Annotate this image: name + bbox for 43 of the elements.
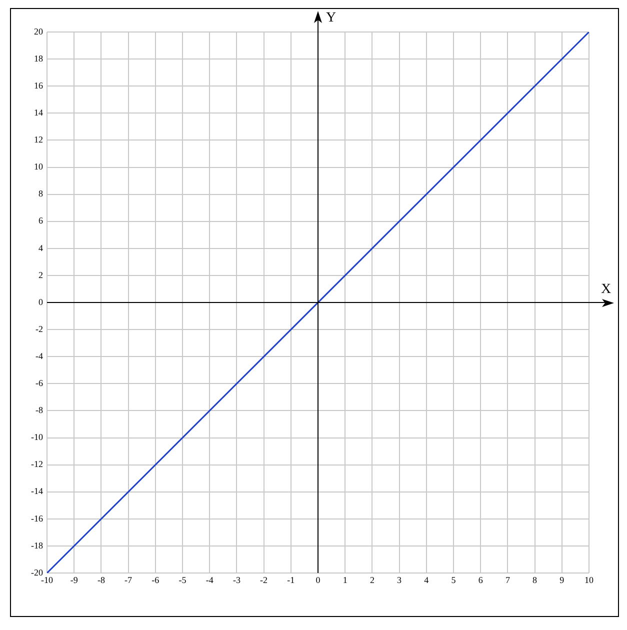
y-tick-label: -20 (31, 567, 44, 578)
x-tick-label: -2 (260, 574, 268, 585)
x-tick-label: 6 (478, 574, 484, 585)
y-tick-label: 20 (34, 26, 44, 36)
x-tick-label: -3 (232, 574, 241, 585)
y-tick-label: -10 (31, 432, 44, 442)
y-tick-label: -4 (36, 350, 44, 361)
y-tick-label: 16 (34, 80, 44, 90)
y-tick-label: 10 (34, 162, 44, 172)
x-tick-label: 0 (316, 574, 321, 585)
y-tick-label: 14 (34, 108, 44, 118)
x-tick-label: -9 (70, 574, 78, 585)
y-tick-label: -18 (31, 540, 44, 550)
x-tick-label: -8 (97, 574, 106, 585)
x-tick-label: 9 (560, 574, 565, 585)
y-tick-label: 12 (34, 134, 43, 145)
x-tick-label: 2 (370, 574, 374, 585)
y-tick-label: -14 (31, 486, 44, 496)
y-axis-title: Y (326, 10, 336, 26)
x-tick-label: 4 (424, 574, 430, 585)
x-tick-label: -5 (178, 574, 187, 585)
x-tick-label: 8 (532, 574, 538, 585)
y-tick-label: 18 (34, 53, 44, 64)
y-tick-label: -8 (36, 405, 44, 416)
y-tick-label: 4 (38, 242, 44, 253)
y-tick-label: -16 (31, 513, 44, 524)
x-tick-label: 10 (584, 574, 594, 585)
y-tick-label: -2 (36, 324, 43, 334)
x-axis-title: X (600, 282, 612, 298)
y-tick-label: 2 (38, 270, 43, 280)
y-tick-label: -6 (36, 378, 44, 388)
y-tick-label: -12 (31, 459, 43, 470)
x-tick-label: -4 (206, 574, 214, 585)
x-tick-label: -1 (287, 574, 295, 585)
y-tick-label: 6 (38, 216, 44, 226)
x-tick-label: 1 (342, 574, 348, 585)
x-tick-label: -6 (152, 574, 160, 585)
x-tick-label: 7 (505, 574, 510, 585)
x-tick-label: 5 (451, 574, 456, 585)
y-tick-label: 0 (38, 296, 44, 307)
x-tick-label: -7 (124, 574, 133, 585)
y-tick-label: 8 (38, 188, 44, 199)
x-tick-label: 3 (397, 574, 402, 585)
